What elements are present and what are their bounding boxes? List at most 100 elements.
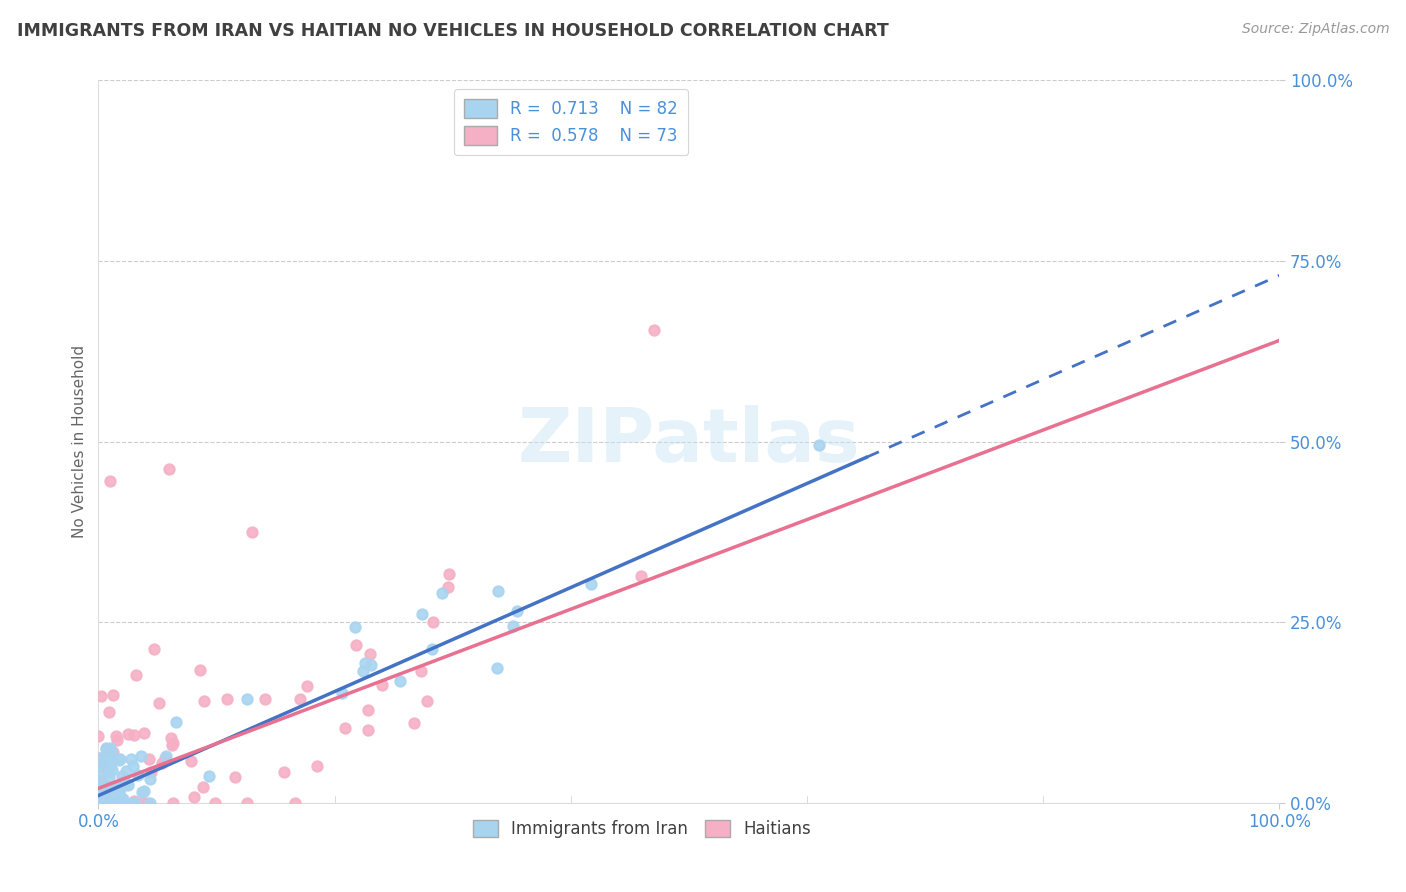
Point [117, 778, 139, 792]
Point [90, 689, 112, 703]
Point [295, 679, 318, 693]
Point [236, 692, 259, 706]
Point [236, 796, 259, 810]
Text: IMMIGRANTS FROM IRAN VS HAITIAN NO VEHICLES IN HOUSEHOLD CORRELATION CHART: IMMIGRANTS FROM IRAN VS HAITIAN NO VEHIC… [17, 22, 889, 40]
Point [103, 688, 125, 702]
Point [91, 796, 114, 810]
Point [98, 771, 121, 785]
Point [411, 607, 433, 621]
Point [103, 745, 125, 759]
Point [97, 749, 120, 764]
Point [114, 775, 136, 789]
Point [91, 757, 114, 772]
Point [371, 678, 394, 692]
Point [253, 691, 276, 706]
Point [111, 796, 134, 810]
Point [87, 796, 110, 810]
Point [155, 749, 177, 764]
Point [89, 796, 111, 810]
Point [162, 796, 184, 810]
Point [89, 796, 111, 810]
Point [107, 796, 129, 810]
Point [124, 729, 146, 743]
Point [115, 764, 138, 779]
Point [121, 796, 143, 810]
Point [93, 793, 115, 807]
Point [98, 758, 121, 772]
Point [579, 577, 602, 591]
Point [89, 796, 111, 810]
Point [415, 694, 437, 708]
Point [89, 758, 111, 772]
Point [87, 773, 110, 788]
Point [143, 641, 166, 656]
Point [807, 438, 830, 452]
Point [97, 763, 120, 777]
Point [90, 785, 112, 799]
Point [122, 759, 145, 773]
Legend: Immigrants from Iran, Haitians: Immigrants from Iran, Haitians [465, 814, 817, 845]
Point [105, 796, 128, 810]
Point [335, 721, 357, 735]
Point [87, 729, 110, 743]
Point [98, 755, 121, 769]
Point [90, 776, 112, 790]
Point [98, 475, 121, 489]
Point [91, 796, 114, 810]
Point [357, 723, 380, 737]
Text: ZIPatlas: ZIPatlas [517, 405, 860, 478]
Point [402, 716, 425, 731]
Point [630, 569, 652, 583]
Point [502, 618, 524, 632]
Point [125, 668, 148, 682]
Point [224, 770, 246, 784]
Point [148, 696, 170, 710]
Point [430, 586, 453, 600]
Point [111, 769, 134, 783]
Point [97, 765, 120, 780]
Point [105, 796, 128, 810]
Point [129, 749, 152, 764]
Point [89, 793, 111, 807]
Point [93, 788, 115, 802]
Point [100, 740, 122, 755]
Point [359, 648, 381, 662]
Point [104, 796, 127, 810]
Point [157, 462, 180, 476]
Point [388, 674, 411, 689]
Point [204, 796, 226, 810]
Point [96, 790, 118, 805]
Point [330, 686, 353, 700]
Point [354, 656, 377, 670]
Point [120, 752, 142, 766]
Point [188, 663, 211, 677]
Point [107, 783, 129, 797]
Point [506, 604, 529, 618]
Point [98, 796, 121, 810]
Point [96, 796, 118, 810]
Point [94, 762, 117, 776]
Point [165, 715, 187, 730]
Point [87, 751, 110, 765]
Point [98, 780, 121, 794]
Point [240, 524, 263, 539]
Point [153, 751, 176, 765]
Point [437, 566, 460, 581]
Point [643, 322, 665, 336]
Point [131, 785, 153, 799]
Point [100, 744, 122, 758]
Point [97, 783, 120, 797]
Point [134, 783, 156, 797]
Point [215, 691, 238, 706]
Point [89, 796, 111, 810]
Point [91, 796, 114, 810]
Point [101, 796, 124, 810]
Point [105, 729, 128, 743]
Point [159, 731, 181, 745]
Point [344, 619, 367, 633]
Point [122, 794, 145, 808]
Point [135, 796, 157, 810]
Point [108, 751, 131, 765]
Point [132, 726, 155, 740]
Point [180, 754, 202, 768]
